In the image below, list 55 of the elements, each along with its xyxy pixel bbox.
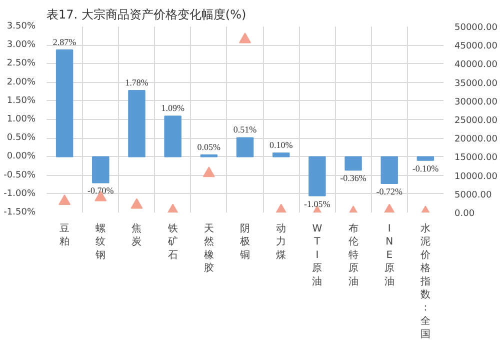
bar xyxy=(380,156,398,184)
x-tick-label: 布伦特原油 xyxy=(348,222,358,288)
y2-tick-label: 25000.00 xyxy=(454,116,498,126)
x-tick-label: INE原油 xyxy=(384,224,394,288)
y2-tick-label: 10000.00 xyxy=(454,172,498,182)
x-tick-label: WTI原油 xyxy=(312,224,322,288)
y2-tick-label: 30000.00 xyxy=(454,97,498,108)
bar xyxy=(272,152,290,158)
x-tick-label: 阴极铜 xyxy=(239,224,250,261)
y-tick-label: 2.00% xyxy=(6,77,36,88)
y-tick-label: 0.50% xyxy=(6,133,36,144)
data-label: 0.05% xyxy=(197,142,222,152)
data-label: -0.70% xyxy=(88,186,114,196)
y-tick-label: -1.50% xyxy=(4,208,36,218)
x-tick-label: 螺纹钢 xyxy=(94,222,106,261)
y2-tick-label: 35000.00 xyxy=(454,78,498,89)
bar xyxy=(308,156,326,196)
y2-tick-label: 20000.00 xyxy=(454,134,498,145)
data-label: 1.78% xyxy=(125,77,149,88)
bar xyxy=(344,156,362,171)
x-tick-label: 天然橡胶 xyxy=(204,224,214,274)
x-tick-label: 铁矿石 xyxy=(166,222,178,261)
bar xyxy=(128,90,146,158)
category-label: 水泥价格指数:全国 xyxy=(420,224,430,340)
y2-tick-label: 5000.00 xyxy=(454,190,492,200)
bar xyxy=(236,137,254,158)
y2-tick-label: 0.00 xyxy=(454,209,475,219)
y-tick-label: 3.00% xyxy=(6,40,36,50)
y-tick-label: 1.00% xyxy=(6,114,36,124)
data-label: 0.10% xyxy=(269,140,294,150)
chart-title: 表17. 大宗商品资产价格变化幅度(%) xyxy=(46,8,246,22)
y-tick-label: 1.50% xyxy=(6,96,36,106)
y2-tick-label: 40000.00 xyxy=(454,60,498,70)
y-tick-label: -0.50% xyxy=(4,170,36,180)
data-label: 1.09% xyxy=(161,103,185,114)
y2-tick-label: 50000.00 xyxy=(454,23,498,33)
x-tick-label: 动力煤 xyxy=(276,224,286,261)
data-label: 2.87% xyxy=(52,36,77,47)
y2-tick-label: 45000.00 xyxy=(454,42,498,52)
x-tick-label: 焦炭 xyxy=(132,222,142,248)
y-tick-label: 3.50% xyxy=(6,22,36,32)
bar xyxy=(56,49,74,158)
bar xyxy=(164,116,182,158)
y2-tick-label: 15000.00 xyxy=(454,153,498,164)
bar xyxy=(416,156,434,161)
y-tick-label: 2.50% xyxy=(6,58,36,69)
data-label: -0.36% xyxy=(340,173,367,184)
data-label: -0.72% xyxy=(376,186,403,196)
data-label: -0.10% xyxy=(412,163,440,174)
bar xyxy=(92,156,110,184)
y-tick-label: 0.00% xyxy=(6,152,36,162)
data-label: 0.51% xyxy=(233,124,258,135)
data-label: -1.05% xyxy=(304,198,331,209)
x-tick-label: 豆粕 xyxy=(60,224,70,248)
y-tick-label: -1.00% xyxy=(4,188,36,199)
